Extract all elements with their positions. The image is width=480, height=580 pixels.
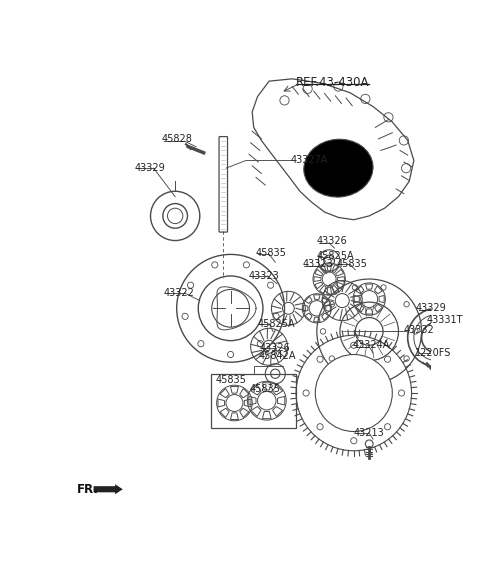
Text: 43324A: 43324A xyxy=(352,340,390,350)
Text: REF.43-430A: REF.43-430A xyxy=(296,76,370,89)
Text: 1220FS: 1220FS xyxy=(415,348,452,358)
Text: 43326: 43326 xyxy=(317,235,348,245)
Bar xyxy=(211,374,296,427)
Text: 45835: 45835 xyxy=(337,259,368,269)
Circle shape xyxy=(421,322,452,353)
Text: 43326: 43326 xyxy=(260,343,290,353)
Circle shape xyxy=(315,354,392,432)
Text: 43322: 43322 xyxy=(164,288,194,298)
Text: 43329: 43329 xyxy=(415,303,446,313)
Text: 45835: 45835 xyxy=(215,375,246,385)
Text: 45825A: 45825A xyxy=(258,318,295,329)
Text: 43323: 43323 xyxy=(248,271,279,281)
FancyArrow shape xyxy=(94,484,123,494)
Text: 45828: 45828 xyxy=(161,134,192,144)
Text: 43323: 43323 xyxy=(302,259,333,269)
Text: 43213: 43213 xyxy=(354,428,384,438)
Text: 43332: 43332 xyxy=(404,325,434,335)
Text: 45835: 45835 xyxy=(250,384,281,394)
Circle shape xyxy=(163,204,188,228)
Text: 45825A: 45825A xyxy=(317,251,354,261)
Text: 43327A: 43327A xyxy=(291,155,328,165)
Text: 43329: 43329 xyxy=(134,163,165,173)
Ellipse shape xyxy=(304,139,373,197)
Text: 45842A: 45842A xyxy=(258,351,296,361)
Text: 43331T: 43331T xyxy=(427,315,464,325)
Text: 45835: 45835 xyxy=(256,248,287,258)
Text: FR.: FR. xyxy=(77,483,98,496)
